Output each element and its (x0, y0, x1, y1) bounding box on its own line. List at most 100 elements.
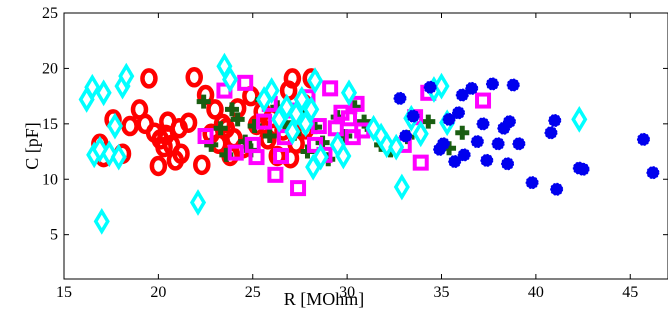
data-point-diamond (118, 62, 135, 90)
data-point-blob (442, 112, 456, 126)
data-point-ring (206, 99, 224, 120)
data-point-blob (576, 162, 590, 176)
data-point-diamond (91, 135, 108, 163)
data-point-blob (406, 109, 420, 123)
data-point-ring (155, 136, 173, 158)
data-point-diamond (263, 77, 280, 104)
data-point-blob (451, 106, 465, 120)
data-point-blob (548, 114, 562, 128)
data-point-square (327, 120, 344, 137)
data-point-ring (283, 68, 302, 89)
data-point-blob (502, 115, 516, 129)
y-axis: 5 10 15 20 25 (42, 5, 668, 244)
data-point-blob (485, 77, 499, 91)
data-point-blob (506, 78, 520, 92)
data-point-diamond (306, 67, 324, 95)
data-point-diamond (95, 79, 112, 107)
x-axis-label: R [MOhm] (284, 289, 365, 309)
data-point-ring (172, 143, 190, 165)
data-point-blob (476, 117, 490, 131)
data-point-blob (457, 148, 471, 162)
data-point-blob (501, 157, 515, 171)
data-point-diamond (297, 110, 314, 138)
data-point-blob (393, 91, 407, 105)
data-point-blob (550, 182, 564, 196)
data-point-blob (423, 80, 437, 94)
data-point-blob (480, 153, 494, 167)
data-point-square (310, 118, 327, 135)
data-point-ring (149, 155, 168, 177)
data-point-diamond (288, 100, 305, 128)
data-point-blob (470, 135, 484, 149)
data-point-blob (646, 166, 660, 180)
data-point-square (322, 80, 339, 97)
data-point-ring (179, 112, 198, 133)
data-point-blob (465, 81, 479, 95)
data-point-plus (421, 114, 436, 129)
data-points (78, 52, 660, 235)
y-tick-label: 5 (50, 227, 58, 244)
x-tick-label: 40 (528, 284, 544, 301)
data-point-diamond (388, 133, 405, 161)
data-point-square (273, 147, 290, 164)
data-point-blob (491, 137, 505, 151)
data-point-square (412, 154, 429, 171)
data-point-square (248, 149, 265, 166)
data-point-plus (455, 125, 470, 140)
x-tick-label: 20 (150, 284, 166, 301)
data-point-square (256, 113, 273, 130)
data-point-diamond (189, 189, 207, 216)
data-point-diamond (433, 72, 450, 100)
data-point-blob (455, 88, 469, 102)
data-point-square (341, 110, 358, 127)
data-point-diamond (303, 96, 320, 123)
x-tick-label: 25 (245, 284, 261, 301)
y-tick-label: 20 (42, 60, 58, 77)
data-point-diamond (412, 120, 429, 148)
data-point-blob (636, 132, 650, 146)
data-point-diamond (93, 207, 110, 235)
x-tick-label: 45 (622, 284, 638, 301)
data-point-blob (525, 176, 539, 190)
data-point-diamond (293, 86, 310, 113)
data-point-diamond (340, 79, 358, 107)
data-point-ring (193, 154, 211, 176)
data-point-diamond (84, 73, 101, 101)
data-point-diamond (378, 131, 395, 159)
y-axis-label: C [pF] (22, 122, 42, 170)
data-point-diamond (271, 105, 288, 133)
data-point-blob (399, 129, 413, 143)
data-point-plus (224, 102, 239, 117)
x-axis: 15 20 25 30 35 40 45 (56, 13, 638, 301)
data-point-diamond (305, 153, 322, 181)
data-point-blob (436, 137, 450, 151)
data-point-square (197, 128, 214, 145)
y-tick-label: 15 (42, 116, 58, 133)
data-point-ring (185, 67, 203, 88)
data-point-blob (544, 126, 558, 140)
y-tick-label: 10 (42, 171, 58, 188)
data-point-diamond (110, 143, 127, 171)
data-point-diamond (393, 173, 410, 201)
data-point-diamond (284, 118, 301, 145)
data-point-plus (213, 121, 228, 136)
data-point-square (290, 180, 307, 197)
data-point-square (475, 92, 492, 109)
y-tick-label: 25 (42, 5, 58, 22)
data-point-square (348, 95, 365, 112)
data-point-plus (230, 112, 245, 127)
data-point-ring (140, 68, 158, 89)
data-point-ring (121, 115, 139, 137)
data-point-square (237, 74, 254, 91)
data-point-diamond (365, 114, 382, 142)
data-point-plus (262, 129, 277, 144)
data-point-blob (448, 155, 462, 169)
data-point-square (227, 144, 244, 161)
x-tick-label: 35 (434, 284, 450, 301)
data-point-diamond (335, 142, 352, 170)
data-point-square (267, 166, 284, 183)
data-point-blob (512, 137, 526, 151)
data-point-plus (196, 94, 211, 109)
data-point-diamond (222, 66, 239, 93)
